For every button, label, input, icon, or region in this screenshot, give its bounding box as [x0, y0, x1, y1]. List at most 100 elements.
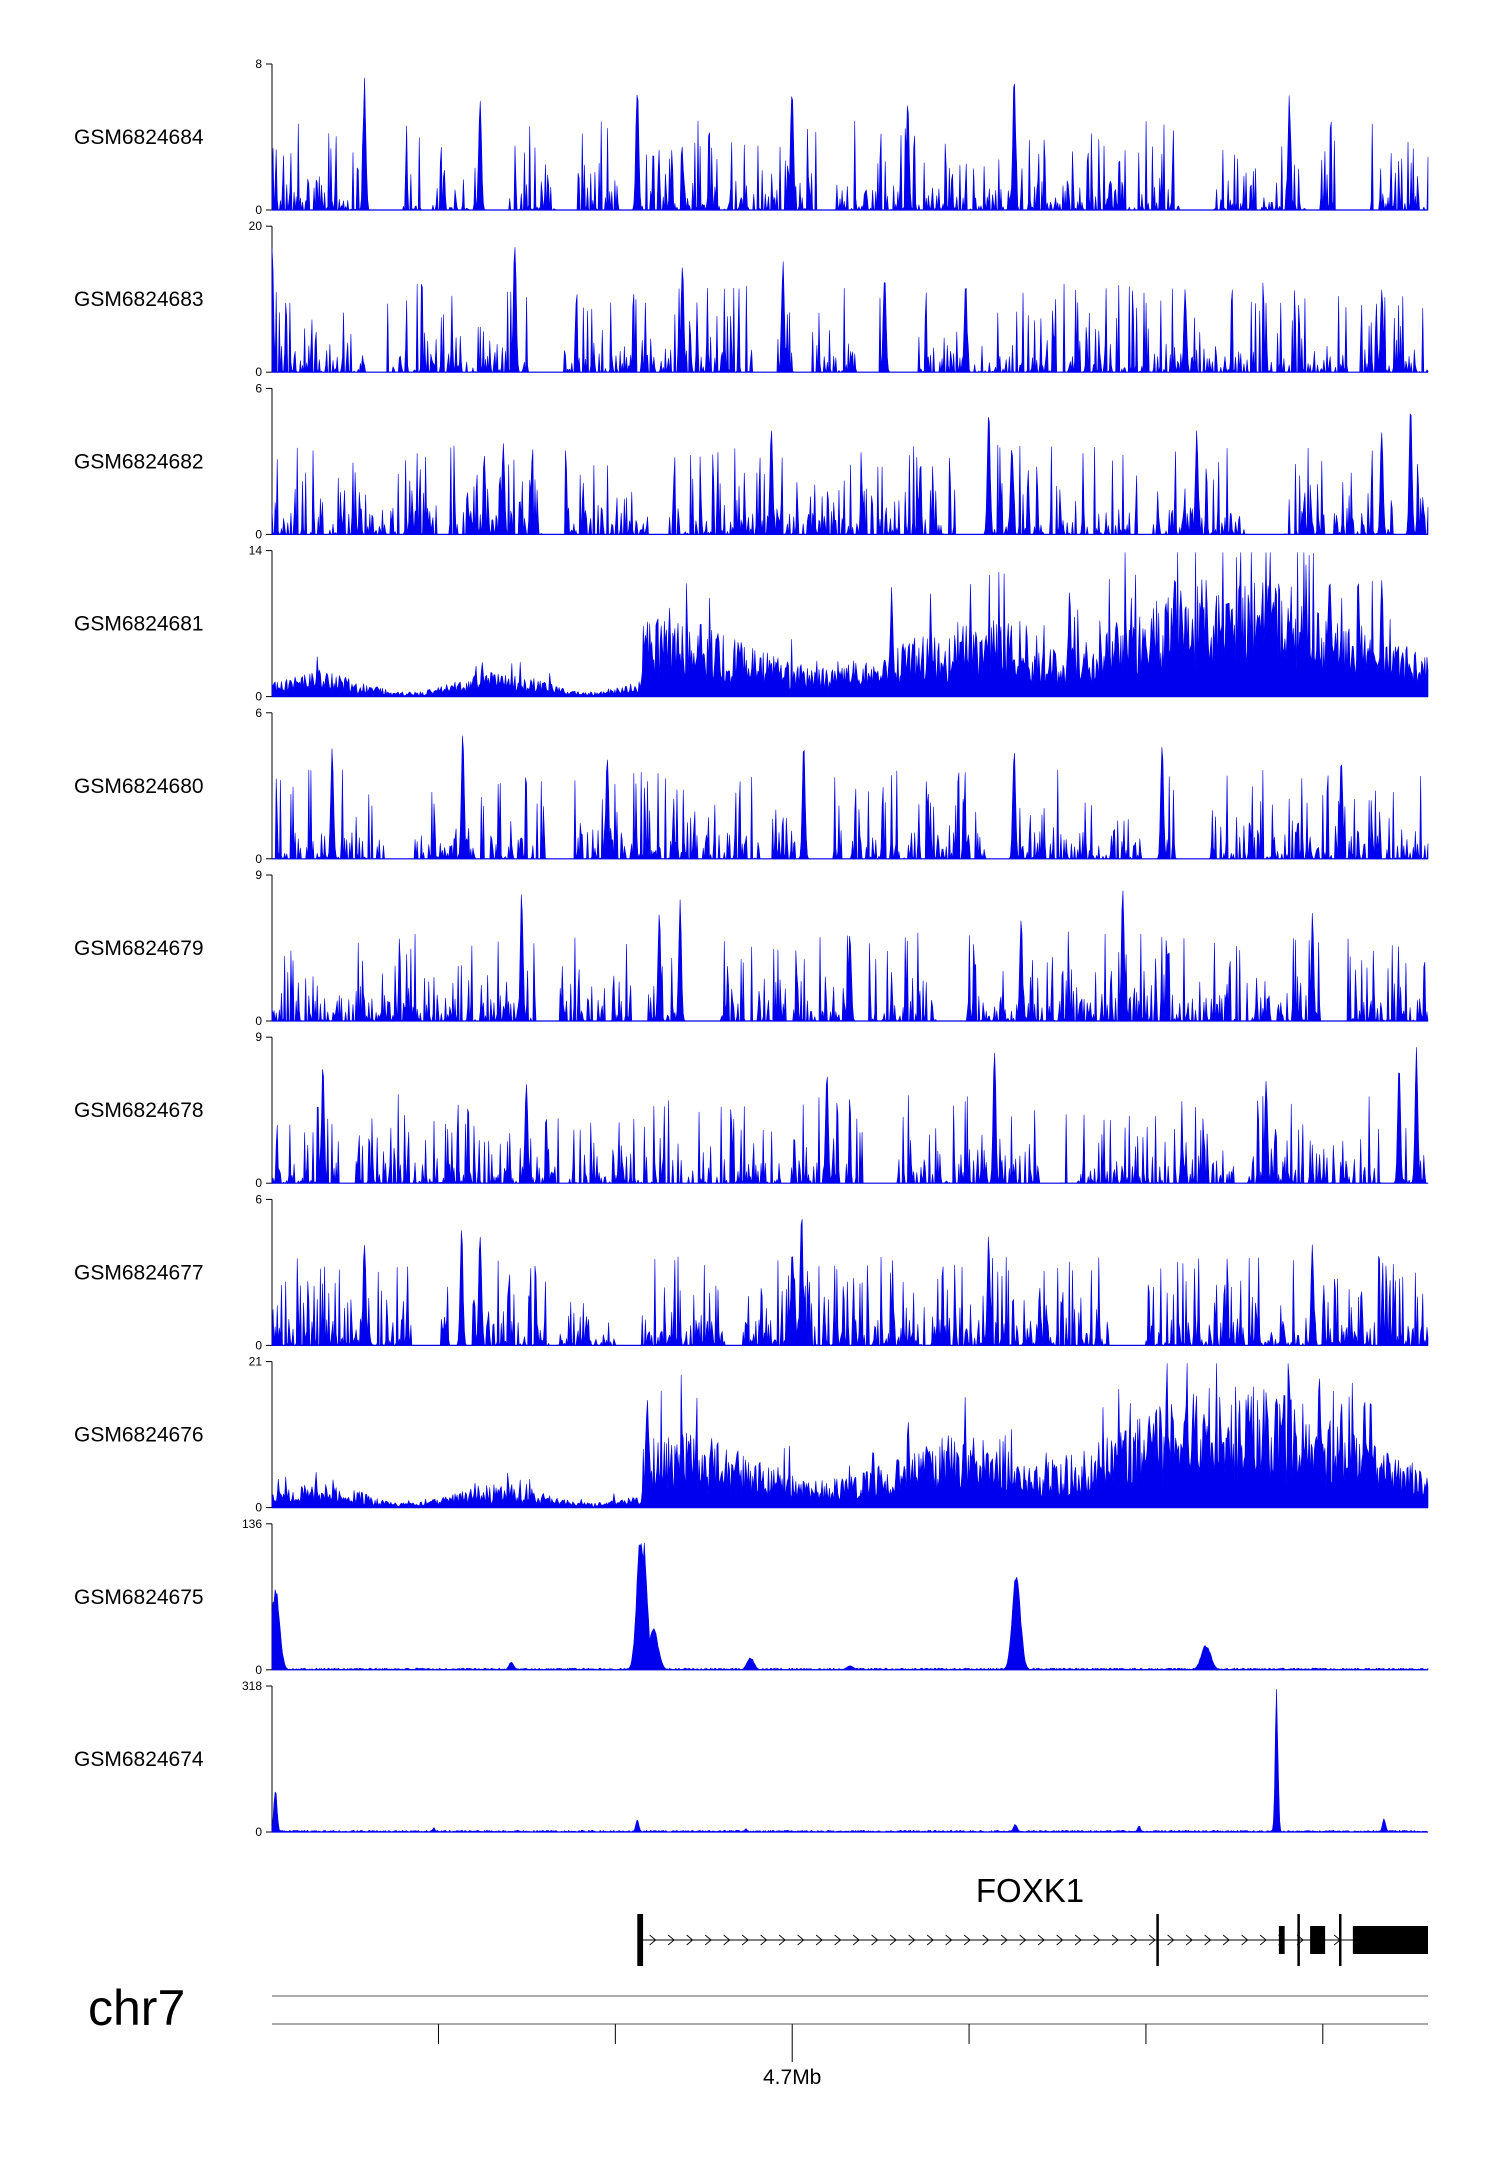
y-max-label: 136 [242, 1517, 262, 1531]
strand-chevron [889, 1934, 897, 1946]
y-max-label: 9 [255, 868, 262, 882]
gene-exon [1156, 1914, 1159, 1966]
strand-chevron [1259, 1934, 1267, 1946]
y-max-label: 20 [249, 219, 263, 233]
strand-chevron [982, 1934, 990, 1946]
strand-chevron [945, 1934, 953, 1946]
strand-chevron [667, 1934, 675, 1946]
y-min-label: 0 [255, 527, 262, 541]
track-GSM6824680: GSM6824680 6 0 [74, 706, 1429, 866]
strand-chevron [778, 1934, 786, 1946]
x-axis-tick-label: 4.7Mb [763, 2066, 821, 2089]
signal-area [271, 890, 1429, 1022]
gene-exon [1338, 1914, 1342, 1966]
track-GSM6824679: GSM6824679 9 0 [74, 868, 1429, 1028]
y-min-label: 0 [255, 1825, 262, 1839]
signal-tracks: GSM682468480GSM6824683200GSM682468260GSM… [74, 57, 1429, 1839]
y-max-label: 318 [242, 1679, 262, 1693]
y-min-label: 0 [255, 1663, 262, 1677]
y-min-label: 0 [255, 203, 262, 217]
chromosome-axis: chr7 4.7Mb [88, 1980, 1428, 2089]
y-max-label: 14 [249, 544, 263, 558]
y-max-label: 21 [249, 1355, 263, 1369]
strand-chevron [926, 1934, 934, 1946]
track-label: GSM6824675 [74, 1586, 204, 1609]
gene-exon [1278, 1926, 1285, 1954]
strand-chevron [1074, 1934, 1082, 1946]
strand-chevron [834, 1934, 842, 1946]
signal-area [271, 1363, 1429, 1508]
signal-area [271, 1219, 1429, 1346]
strand-chevron [686, 1934, 694, 1946]
track-GSM6824683: GSM6824683 20 0 [74, 219, 1429, 379]
y-min-label: 0 [255, 1014, 262, 1028]
strand-chevron [704, 1934, 712, 1946]
track-GSM6824675: GSM6824675 136 0 [74, 1517, 1429, 1677]
strand-chevron [815, 1934, 823, 1946]
y-min-label: 0 [255, 1501, 262, 1515]
strand-chevron [1185, 1934, 1193, 1946]
y-min-label: 0 [255, 1338, 262, 1352]
track-GSM6824682: GSM6824682 6 0 [74, 381, 1429, 541]
gene-exon [1297, 1914, 1300, 1966]
strand-chevron [723, 1934, 731, 1946]
y-min-label: 0 [255, 690, 262, 704]
track-GSM6824684: GSM6824684 8 0 [74, 57, 1429, 217]
track-label: GSM6824678 [74, 1099, 204, 1122]
gene-exon [1352, 1926, 1428, 1954]
gene-exon [1310, 1926, 1326, 1954]
track-label: GSM6824679 [74, 937, 204, 960]
strand-chevron [1130, 1934, 1138, 1946]
track-GSM6824674: GSM6824674 318 0 [74, 1679, 1429, 1839]
strand-chevron [1204, 1934, 1212, 1946]
signal-area [271, 1542, 1429, 1671]
strand-chevron [1019, 1934, 1027, 1946]
signal-area [271, 1047, 1429, 1184]
track-GSM6824677: GSM6824677 6 0 [74, 1192, 1429, 1352]
track-label: GSM6824677 [74, 1261, 204, 1284]
strand-chevron [852, 1934, 860, 1946]
strand-chevron [1000, 1934, 1008, 1946]
gene-track: FOXK1 [637, 1872, 1428, 1966]
signal-area [271, 247, 1429, 373]
gene-label: FOXK1 [976, 1872, 1084, 1909]
strand-chevron [1241, 1934, 1249, 1946]
strand-chevron [1037, 1934, 1045, 1946]
signal-area [271, 413, 1429, 535]
chromosome-label: chr7 [88, 1980, 185, 2036]
strand-chevron [1167, 1934, 1175, 1946]
signal-area [271, 735, 1429, 860]
track-label: GSM6824684 [74, 126, 204, 149]
track-GSM6824678: GSM6824678 9 0 [74, 1030, 1429, 1190]
strand-chevron [1222, 1934, 1230, 1946]
track-label: GSM6824674 [74, 1748, 204, 1771]
signal-area [271, 77, 1429, 211]
y-max-label: 9 [255, 1030, 262, 1044]
track-GSM6824676: GSM6824676 21 0 [74, 1355, 1429, 1515]
strand-chevron [963, 1934, 971, 1946]
track-label: GSM6824676 [74, 1424, 204, 1447]
strand-chevron [797, 1934, 805, 1946]
y-max-label: 6 [255, 381, 262, 395]
strand-chevron [908, 1934, 916, 1946]
strand-chevron [871, 1934, 879, 1946]
strand-chevron [760, 1934, 768, 1946]
track-label: GSM6824683 [74, 288, 204, 311]
y-max-label: 8 [255, 57, 262, 71]
strand-chevron [1056, 1934, 1064, 1946]
strand-chevrons [649, 1934, 1341, 1946]
track-label: GSM6824681 [74, 613, 204, 636]
y-max-label: 6 [255, 1192, 262, 1206]
y-max-label: 6 [255, 706, 262, 720]
strand-chevron [1093, 1934, 1101, 1946]
y-min-label: 0 [255, 852, 262, 866]
strand-chevron [1148, 1934, 1156, 1946]
strand-chevron [1111, 1934, 1119, 1946]
track-GSM6824681: GSM6824681 14 0 [74, 544, 1429, 704]
strand-chevron [649, 1934, 657, 1946]
track-label: GSM6824680 [74, 775, 204, 798]
track-label: GSM6824682 [74, 450, 204, 473]
signal-area [271, 1689, 1429, 1833]
gene-exon [637, 1914, 644, 1966]
